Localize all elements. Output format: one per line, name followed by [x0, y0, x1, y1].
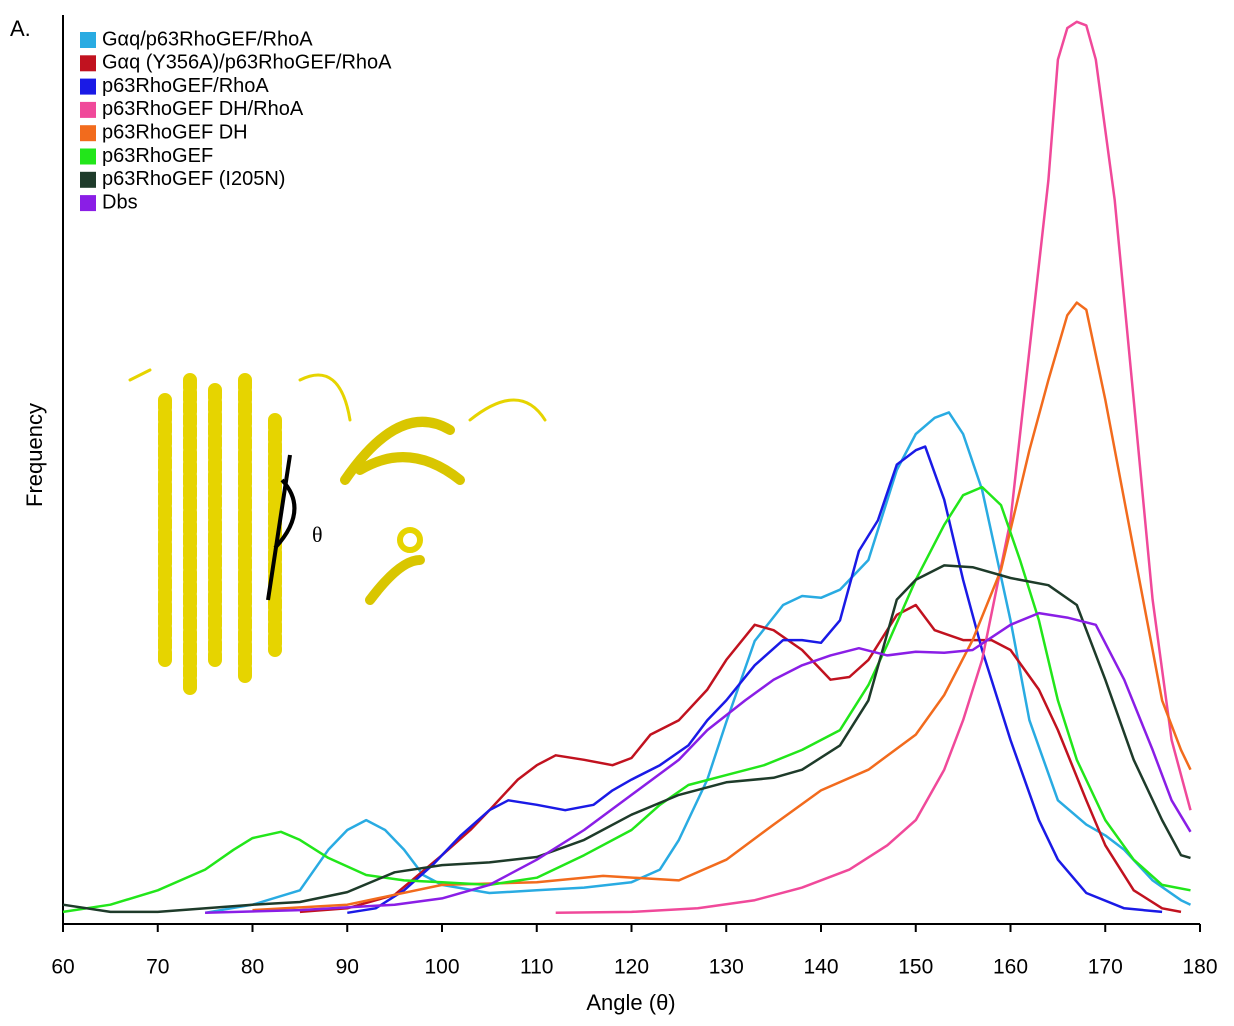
- series-line: [555, 20, 1192, 915]
- angle-line: [266, 454, 292, 601]
- x-tick-label: 150: [898, 956, 933, 979]
- angle-arc: [273, 478, 297, 550]
- series-line: [252, 301, 1192, 912]
- legend-swatch: [80, 125, 96, 142]
- legend-label: Dbs: [102, 191, 138, 213]
- legend-swatch: [80, 195, 96, 212]
- legend-swatch: [80, 148, 96, 165]
- y-axis-label: Frequency: [22, 403, 47, 507]
- x-tick-label: 90: [336, 956, 359, 979]
- x-axis-label: Angle (θ): [586, 990, 675, 1015]
- x-tick-label: 100: [424, 956, 459, 979]
- legend-label: p63RhoGEF DH: [102, 121, 248, 143]
- legend-swatch: [80, 101, 96, 118]
- legend-label: Gαq (Y356A)/p63RhoGEF/RhoA: [102, 52, 392, 74]
- legend-swatch: [80, 55, 96, 72]
- x-tick-label: 80: [241, 956, 264, 979]
- x-tick-label: 110: [520, 956, 553, 979]
- inset-label: θ: [312, 522, 323, 547]
- series-line: [205, 611, 1192, 915]
- legend-label: p63RhoGEF (I205N): [102, 168, 285, 190]
- series-line: [299, 603, 1182, 914]
- series-line: [204, 411, 1192, 915]
- legend-swatch: [80, 171, 96, 188]
- legend-swatch: [80, 78, 96, 95]
- inset-structure: [128, 368, 547, 697]
- series-line: [62, 485, 1191, 914]
- legend-swatch: [80, 32, 96, 48]
- x-tick-label: 60: [51, 956, 74, 979]
- x-tick-label: 120: [614, 956, 649, 979]
- x-tick-label: 130: [709, 956, 744, 979]
- x-tick-label: 180: [1182, 956, 1217, 979]
- series-line: [347, 445, 1163, 915]
- x-tick-label: 140: [803, 956, 838, 979]
- x-tick-label: 170: [1088, 956, 1123, 979]
- legend-label: Gαq/p63RhoGEF/RhoA: [102, 28, 313, 50]
- x-tick-label: 70: [146, 956, 169, 979]
- legend-label: p63RhoGEF/RhoA: [102, 75, 269, 97]
- panel-label: A.: [10, 16, 31, 41]
- x-tick-label: 160: [993, 956, 1028, 979]
- legend-label: p63RhoGEF: [102, 145, 213, 167]
- series-line: [62, 564, 1191, 914]
- legend-label: p63RhoGEF DH/RhoA: [102, 98, 304, 120]
